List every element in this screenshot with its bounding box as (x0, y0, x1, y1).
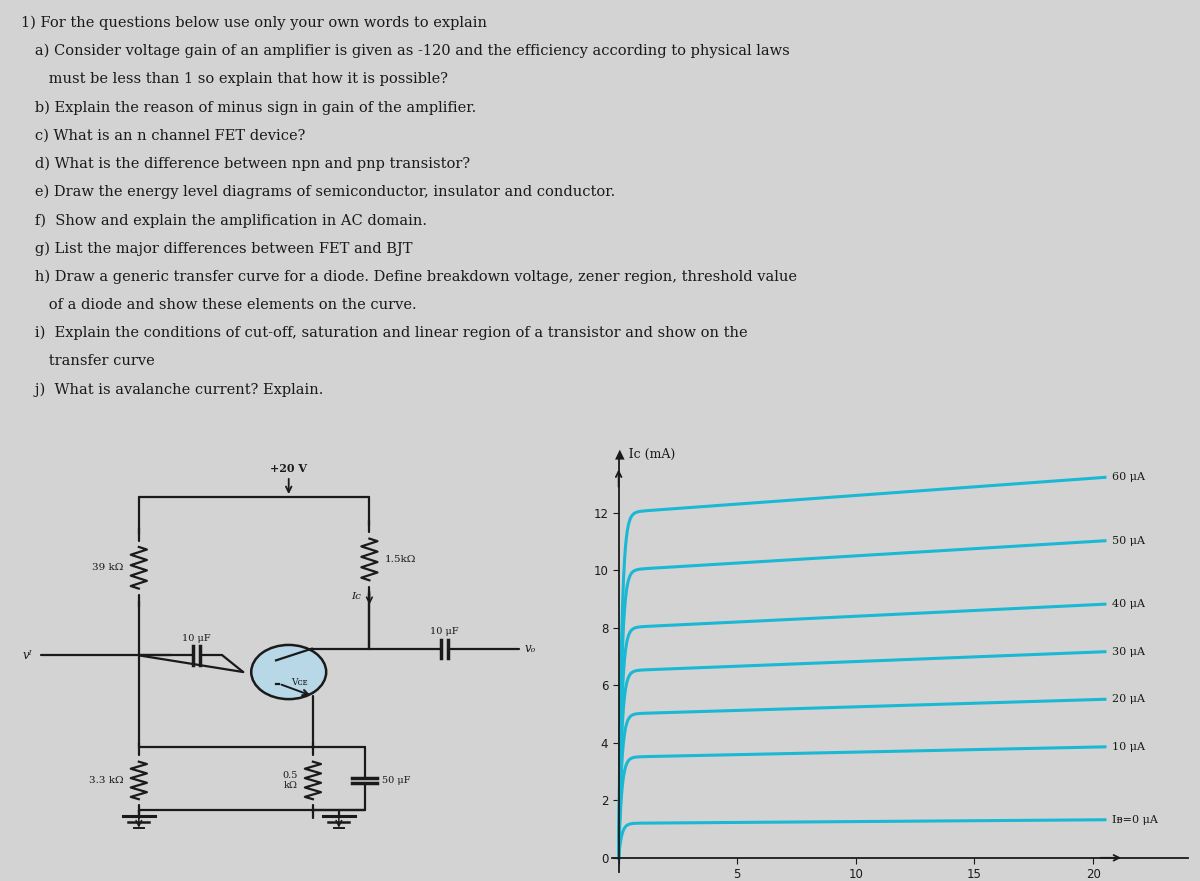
Text: 3.3 kΩ: 3.3 kΩ (89, 776, 124, 785)
Text: a) Consider voltage gain of an amplifier is given as -120 and the efficiency acc: a) Consider voltage gain of an amplifier… (22, 44, 790, 58)
Text: 30 μA: 30 μA (1112, 647, 1145, 656)
Text: 39 kΩ: 39 kΩ (92, 563, 124, 573)
Text: Vᴄᴇ: Vᴄᴇ (292, 678, 308, 687)
Text: f)  Show and explain the amplification in AC domain.: f) Show and explain the amplification in… (22, 213, 427, 227)
Text: e) Draw the energy level diagrams of semiconductor, insulator and conductor.: e) Draw the energy level diagrams of sem… (22, 185, 616, 199)
Text: i)  Explain the conditions of cut-off, saturation and linear region of a transis: i) Explain the conditions of cut-off, sa… (22, 326, 748, 340)
Text: of a diode and show these elements on the curve.: of a diode and show these elements on th… (22, 298, 418, 312)
Text: g) List the major differences between FET and BJT: g) List the major differences between FE… (22, 241, 413, 255)
Text: c) What is an n channel FET device?: c) What is an n channel FET device? (22, 129, 306, 143)
Text: Iᴃ=0 μA: Iᴃ=0 μA (1112, 815, 1158, 825)
Text: 10 μA: 10 μA (1112, 742, 1145, 751)
Text: h) Draw a generic transfer curve for a diode. Define breakdown voltage, zener re: h) Draw a generic transfer curve for a d… (22, 270, 798, 284)
Text: b) Explain the reason of minus sign in gain of the amplifier.: b) Explain the reason of minus sign in g… (22, 100, 476, 115)
Text: must be less than 1 so explain that how it is possible?: must be less than 1 so explain that how … (22, 72, 449, 85)
Text: vₒ: vₒ (526, 642, 536, 655)
Text: 0.5
kΩ: 0.5 kΩ (282, 771, 298, 790)
Text: 10 μF: 10 μF (182, 633, 211, 643)
Text: 60 μA: 60 μA (1112, 472, 1145, 482)
Text: vᴵ: vᴵ (23, 648, 32, 662)
Text: transfer curve: transfer curve (22, 354, 155, 368)
Text: 50 μA: 50 μA (1112, 536, 1145, 545)
Text: 1) For the questions below use only your own words to explain: 1) For the questions below use only your… (22, 15, 487, 30)
Text: 50 μF: 50 μF (382, 776, 410, 785)
Circle shape (251, 645, 326, 700)
Text: j)  What is avalanche current? Explain.: j) What is avalanche current? Explain. (22, 382, 324, 397)
Text: 1.5kΩ: 1.5kΩ (384, 555, 415, 564)
Text: ▲ Ic (mA): ▲ Ic (mA) (616, 448, 676, 461)
Text: 20 μA: 20 μA (1112, 694, 1145, 704)
Text: d) What is the difference between npn and pnp transistor?: d) What is the difference between npn an… (22, 157, 470, 171)
Text: 40 μA: 40 μA (1112, 599, 1145, 609)
Text: Ic: Ic (350, 593, 361, 602)
Text: +20 V: +20 V (270, 463, 307, 474)
Text: 10 μF: 10 μF (430, 627, 458, 636)
